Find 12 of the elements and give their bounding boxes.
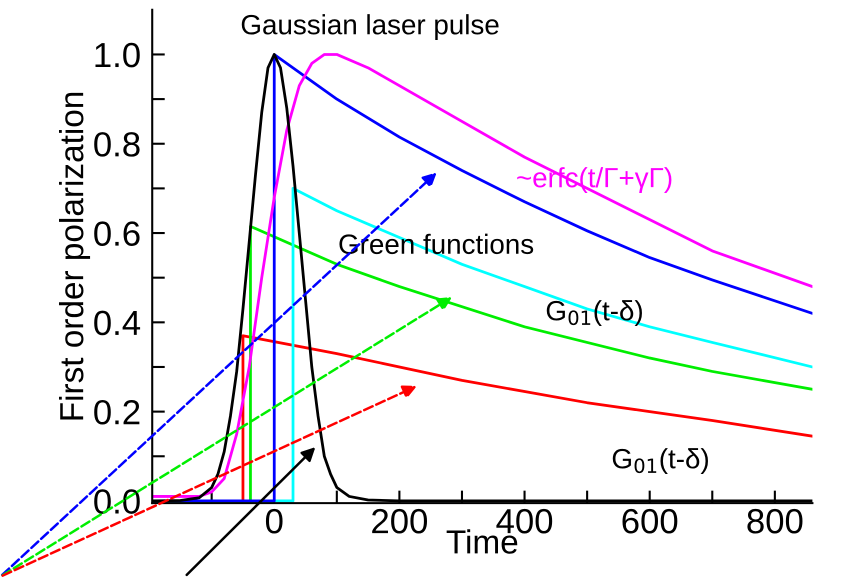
x-tick-label: 600 xyxy=(622,508,678,534)
y-axis-title: First order polarization xyxy=(58,92,90,420)
x-tick-label: 200 xyxy=(372,508,428,534)
annotation: G$_{01}$(t-δ) xyxy=(612,448,708,474)
y-tick-label: 0.6 xyxy=(94,221,140,246)
y-tick-label: 0.4 xyxy=(94,310,140,336)
annotation: Gaussian laser pulse xyxy=(242,14,499,40)
y-tick-label: 0.8 xyxy=(94,132,140,157)
y-tick-label: 1.0 xyxy=(95,42,140,68)
y-tick-label: 0.2 xyxy=(94,400,140,425)
x-tick-label: 0 xyxy=(266,508,283,534)
x-tick-label: 800 xyxy=(747,508,802,534)
